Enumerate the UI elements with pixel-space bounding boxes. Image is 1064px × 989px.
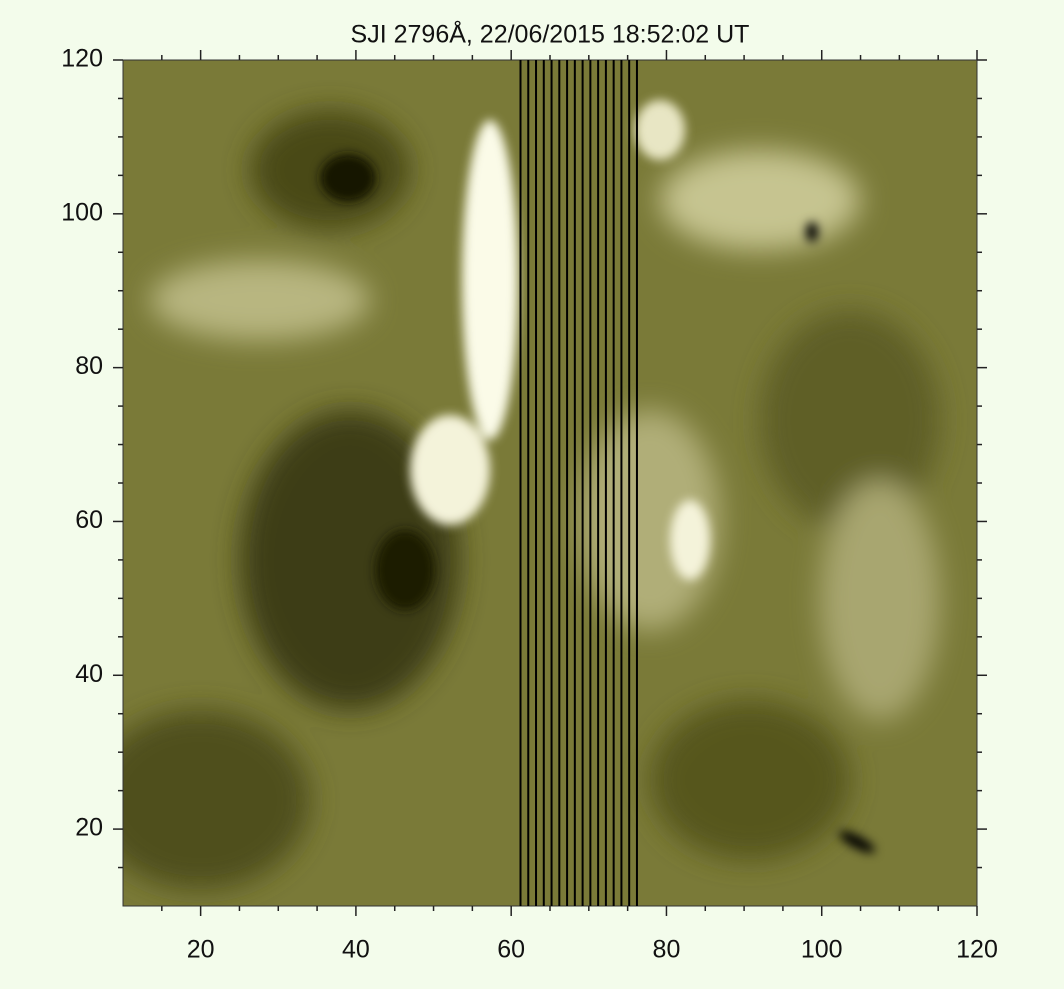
x-tick-label: 20: [187, 936, 215, 964]
x-tick-label: 100: [801, 936, 843, 964]
solar-image: [123, 60, 977, 906]
x-tick-label: 60: [497, 936, 525, 964]
y-tick-label: 100: [61, 198, 103, 226]
x-tick-label: 40: [342, 936, 370, 964]
y-tick-label: 120: [61, 45, 103, 73]
y-tick-label: 80: [75, 352, 103, 380]
x-tick-label: 120: [956, 936, 998, 964]
x-tick-label: 80: [653, 936, 681, 964]
y-tick-label: 20: [75, 814, 103, 842]
y-tick-label: 40: [75, 660, 103, 688]
y-tick-label: 60: [75, 506, 103, 534]
chart-title: SJI 2796Å, 22/06/2015 18:52:02 UT: [351, 19, 750, 49]
